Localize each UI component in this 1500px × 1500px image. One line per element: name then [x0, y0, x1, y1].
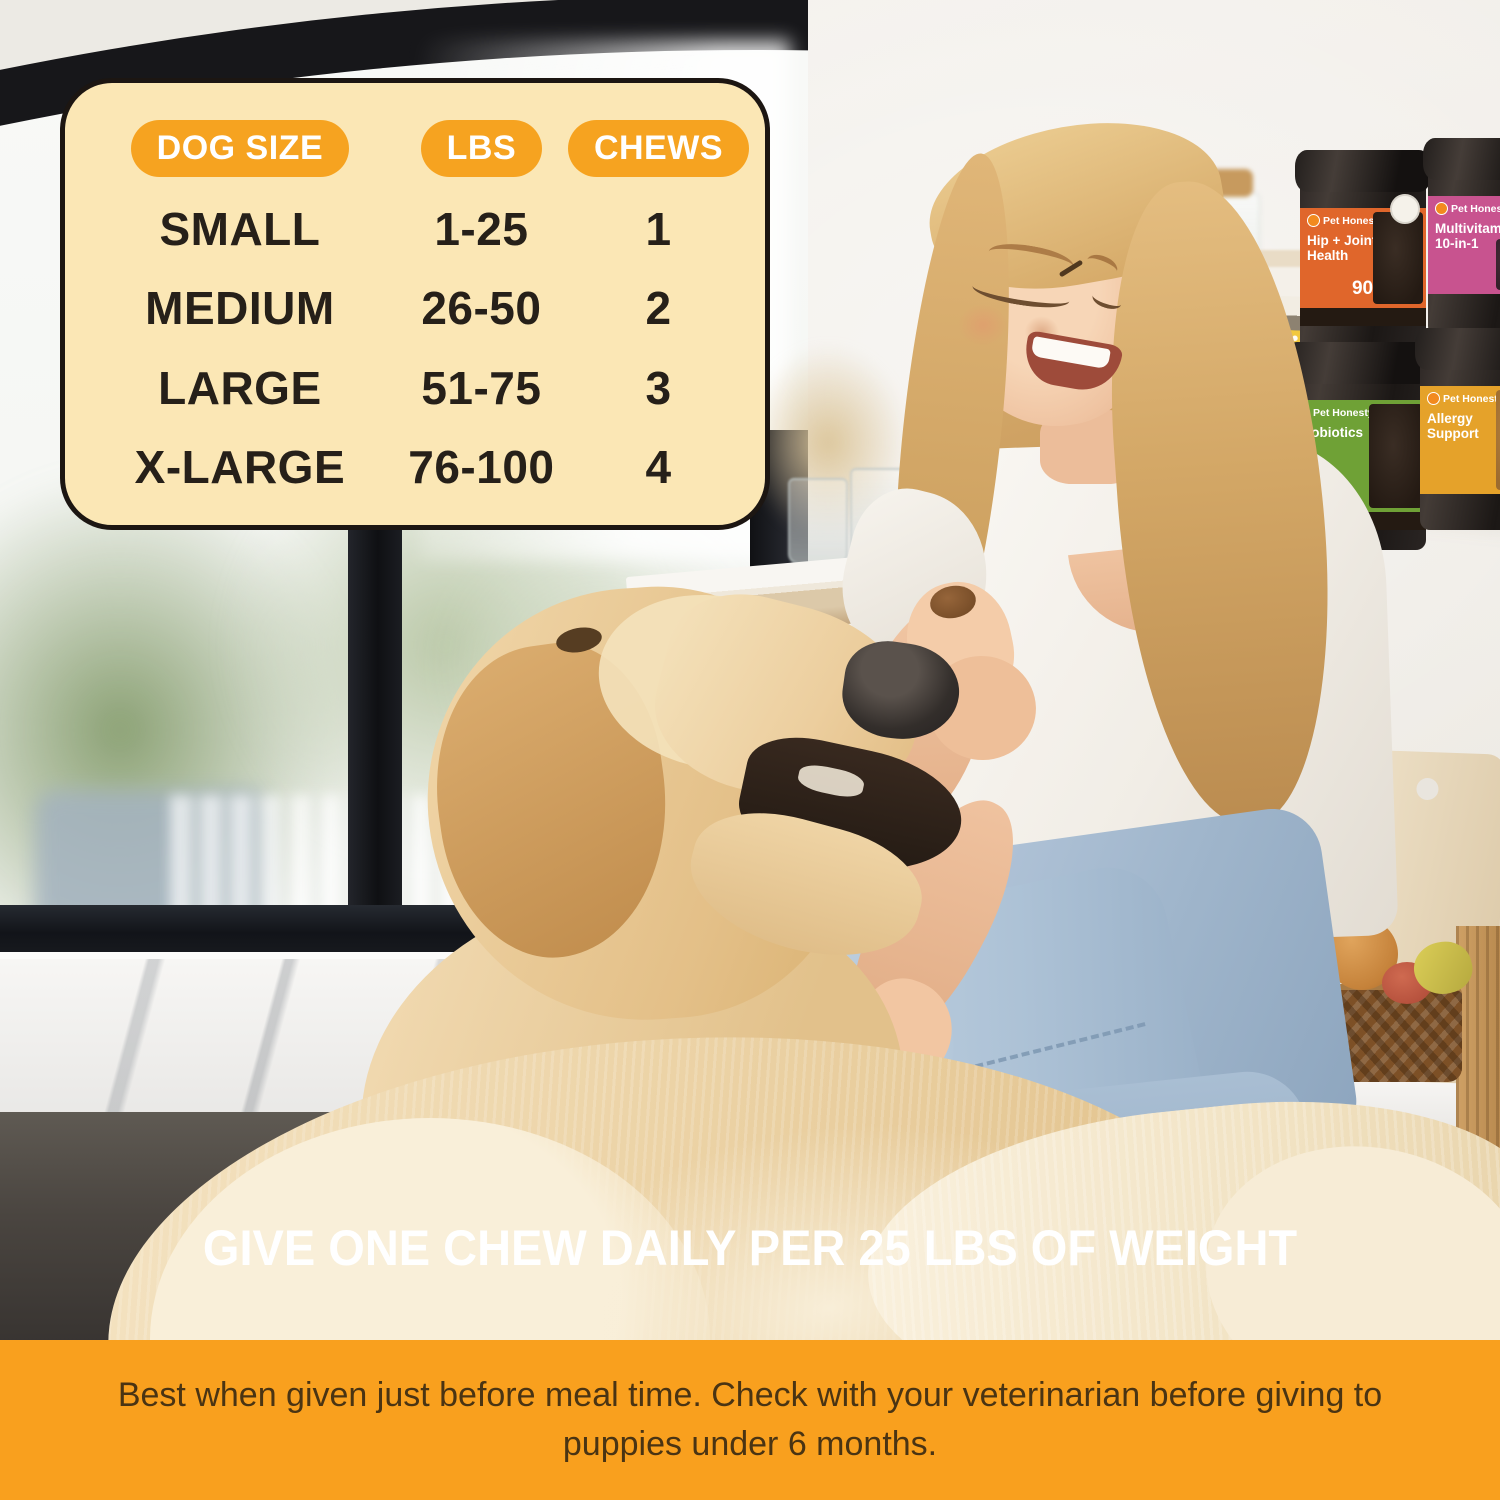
jar-label: Pet Honesty Allergy Support [1420, 386, 1500, 494]
label-dog-photo [1368, 404, 1423, 508]
jar-lid [1415, 328, 1500, 370]
row-xlarge-chews: 4 [645, 440, 672, 493]
product-name: Allergy Support [1427, 411, 1479, 441]
supplement-jar-hip-joint: Pet Honesty Hip + Joint Health 90 [1295, 150, 1431, 352]
row-xlarge-size: X-LARGE [134, 440, 346, 493]
row-large-lbs: 51-75 [421, 361, 542, 414]
window-mullion [348, 470, 402, 975]
headline: GIVE ONE CHEW DAILY PER 25 LBS OF WEIGHT [202, 1220, 1298, 1276]
brand-name: Pet Honesty [1451, 202, 1500, 215]
jar-lid [1295, 150, 1431, 192]
footer-note: Best when given just before meal time. C… [117, 1376, 1383, 1463]
pawprint-logo-icon [1427, 392, 1440, 405]
jar-label: Pet Honesty Hip + Joint Health 90 [1300, 208, 1426, 308]
row-small-chews: 1 [645, 203, 672, 256]
cutting-board-hole [1416, 777, 1439, 801]
brand-row: Pet Honesty [1307, 214, 1384, 227]
brand-name: Pet Honesty [1323, 214, 1384, 227]
jar-label: Pet Honesty Multivitamin 10-in-1 [1428, 196, 1500, 294]
label-dog-photo [1495, 239, 1500, 290]
product-name: Multivitamin 10-in-1 [1435, 221, 1500, 251]
label-bottom-strip [1300, 308, 1426, 326]
row-large-size: LARGE [158, 361, 322, 414]
supplement-jar-allergy: Pet Honesty Allergy Support [1415, 328, 1500, 530]
brand-row: Pet Honesty [1435, 202, 1500, 215]
count-badge: 90 [1351, 278, 1374, 299]
column-header-chews: CHEWS [567, 120, 750, 178]
column-header-lbs: LBS [420, 120, 543, 178]
cheek-blush [950, 296, 1016, 354]
row-medium-size: MEDIUM [145, 282, 335, 335]
jar-lid [1285, 342, 1431, 384]
row-small-lbs: 1-25 [434, 203, 529, 256]
row-small-size: SMALL [159, 203, 321, 256]
pawprint-logo-icon [1307, 214, 1320, 227]
dosage-chart-card: DOG SIZE LBS CHEWS SMALL 1-25 1 MEDIUM 2… [60, 78, 770, 530]
label-dog-photo [1496, 390, 1500, 490]
brand-name: Pet Honesty [1443, 392, 1500, 405]
vet-seal-icon [1390, 194, 1420, 224]
footer-band: Best when given just before meal time. C… [0, 1340, 1500, 1500]
column-header-dog-size: DOG SIZE [130, 120, 350, 178]
product-name: Hip + Joint Health [1307, 233, 1377, 263]
pawprint-logo-icon [1435, 202, 1448, 215]
row-large-chews: 3 [645, 361, 672, 414]
label-dog-photo [1372, 212, 1423, 304]
row-medium-lbs: 26-50 [421, 282, 542, 335]
drinking-glass [788, 478, 848, 564]
brand-row: Pet Honesty [1427, 392, 1500, 405]
row-medium-chews: 2 [645, 282, 672, 335]
supplement-jar-multivitamin: Pet Honesty Multivitamin 10-in-1 [1423, 138, 1500, 336]
jar-lid [1423, 138, 1500, 180]
row-xlarge-lbs: 76-100 [408, 440, 555, 493]
brand-name: Pet Honesty [1313, 406, 1374, 419]
